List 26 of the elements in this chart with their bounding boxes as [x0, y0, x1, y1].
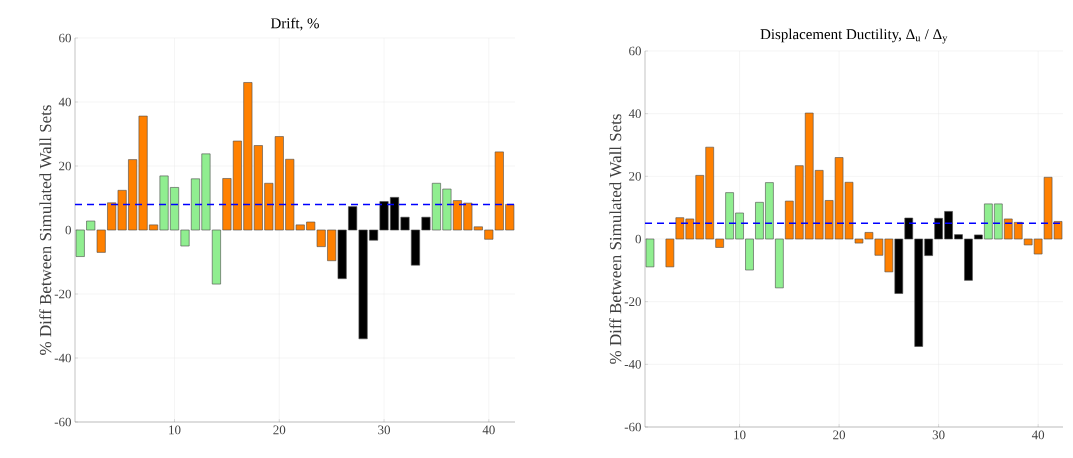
y-tick-label: -20	[624, 297, 641, 307]
y-tick-label: 20	[629, 171, 641, 181]
y-tick-label: 60	[59, 33, 71, 43]
y-tick-label: -60	[54, 417, 71, 427]
y-tick-label: -20	[54, 289, 71, 299]
x-tick-label: 30	[378, 425, 391, 435]
y-axis-title: % Diff Between Simulated Wall Sets	[609, 114, 622, 364]
x-tick-label: 10	[169, 425, 181, 435]
y-tick-label: 40	[628, 109, 641, 119]
x-tick-label: 30	[932, 430, 945, 440]
y-tick-label: 0	[635, 234, 641, 244]
chart-title: Drift, %	[270, 17, 319, 31]
y-tick-label: 40	[58, 97, 71, 107]
y-tick-label: 20	[59, 161, 71, 171]
x-tick-label: 40	[482, 425, 495, 435]
y-tick-label: -40	[54, 353, 71, 363]
y-tick-label: 0	[65, 225, 71, 235]
y-tick-label: -60	[624, 422, 641, 432]
y-tick-label: 60	[629, 46, 641, 56]
x-tick-label: 20	[273, 425, 286, 435]
chart-title: Displacement Ductility, Δ$_{u}$ / Δ$_{y}$	[760, 28, 948, 44]
x-tick-label: 10	[734, 430, 746, 440]
y-tick-label: -40	[624, 359, 641, 369]
x-tick-label: 20	[833, 430, 846, 440]
x-tick-label: 40	[1031, 430, 1045, 440]
y-axis-title: % Diff Between Simulated Wall Sets	[39, 105, 52, 355]
